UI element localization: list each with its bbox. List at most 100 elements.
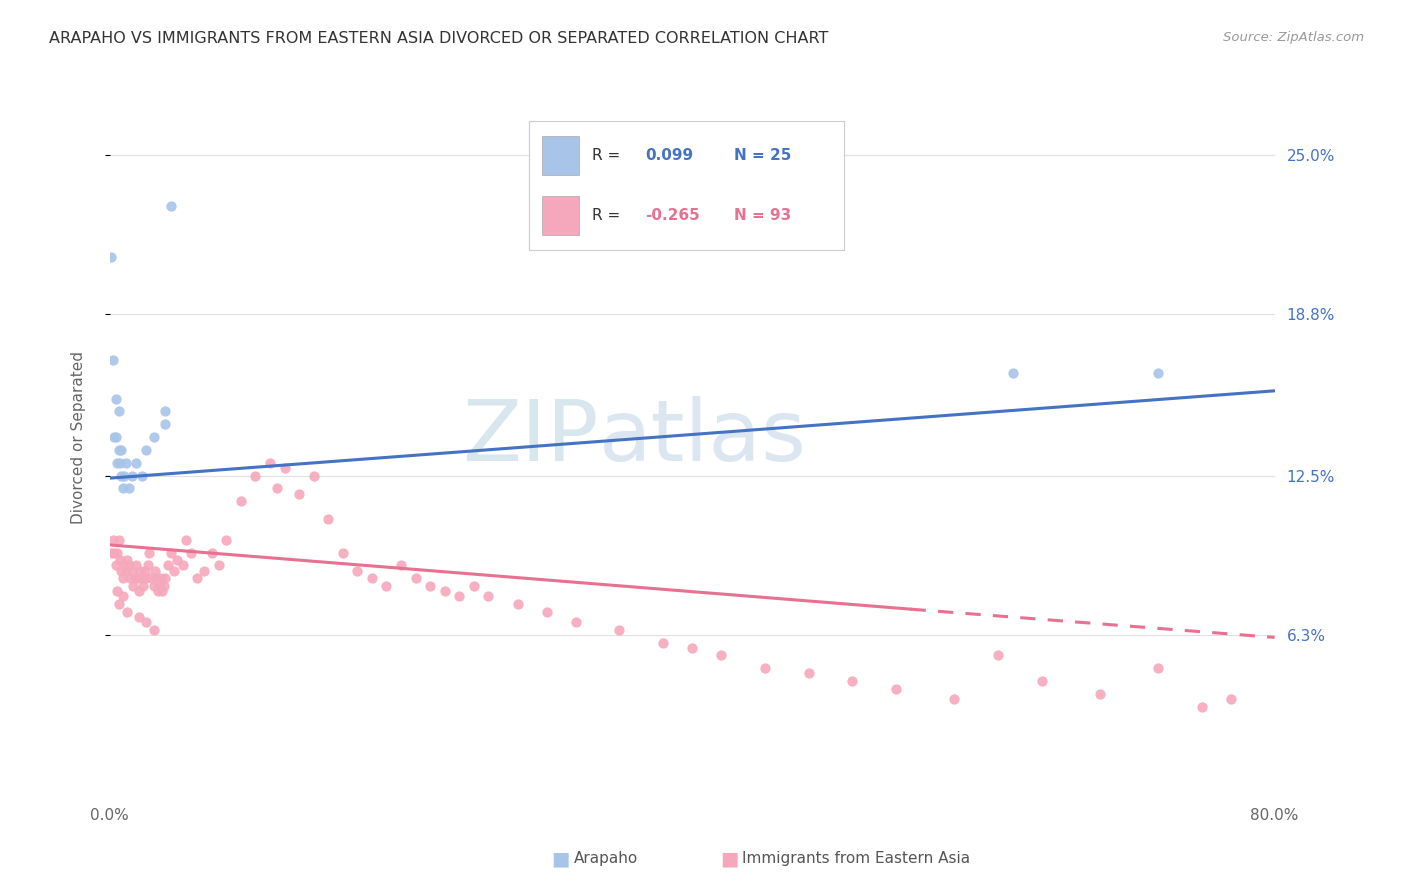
Point xyxy=(477,590,499,604)
Point xyxy=(118,482,141,496)
Point xyxy=(107,404,129,418)
Point xyxy=(174,533,197,547)
Point xyxy=(118,558,141,573)
Point xyxy=(107,597,129,611)
Point xyxy=(153,404,176,418)
Point xyxy=(131,468,153,483)
Point xyxy=(111,571,134,585)
Point xyxy=(101,533,124,547)
Text: Arapaho: Arapaho xyxy=(574,852,638,866)
Point xyxy=(115,564,138,578)
Point xyxy=(152,579,174,593)
Point xyxy=(110,442,132,457)
Y-axis label: Divorced or Separated: Divorced or Separated xyxy=(72,351,86,524)
Point xyxy=(136,558,159,573)
Point xyxy=(361,571,384,585)
Point xyxy=(163,564,186,578)
Text: Immigrants from Eastern Asia: Immigrants from Eastern Asia xyxy=(742,852,970,866)
Point xyxy=(112,558,135,573)
Point xyxy=(128,584,150,599)
Point xyxy=(117,553,139,567)
Point xyxy=(449,590,471,604)
Point xyxy=(564,615,586,629)
Point xyxy=(115,456,138,470)
Point xyxy=(149,571,172,585)
Point xyxy=(229,494,252,508)
Point xyxy=(135,571,157,585)
Point xyxy=(710,648,733,663)
Point xyxy=(266,482,288,496)
Point xyxy=(104,392,127,406)
Point xyxy=(124,571,146,585)
Point xyxy=(107,442,129,457)
Point xyxy=(754,661,776,675)
Point xyxy=(142,430,165,444)
Point xyxy=(1219,692,1241,706)
Point xyxy=(884,681,907,696)
Point xyxy=(506,597,529,611)
Point xyxy=(273,461,295,475)
Point xyxy=(139,571,162,585)
Point xyxy=(105,546,128,560)
Point xyxy=(987,648,1010,663)
Point xyxy=(122,579,145,593)
Point xyxy=(111,482,134,496)
Point xyxy=(259,456,281,470)
Point xyxy=(110,564,132,578)
Point xyxy=(1088,687,1111,701)
Point xyxy=(134,564,156,578)
Point xyxy=(150,584,173,599)
Point xyxy=(101,353,124,368)
Point xyxy=(153,417,176,432)
Point xyxy=(135,615,157,629)
Point xyxy=(146,584,169,599)
Point xyxy=(172,558,194,573)
Point xyxy=(125,558,148,573)
Point xyxy=(1147,366,1170,380)
Point xyxy=(375,579,398,593)
Point xyxy=(142,579,165,593)
Point xyxy=(346,564,368,578)
Point xyxy=(104,430,127,444)
Point xyxy=(132,579,155,593)
Point xyxy=(125,456,148,470)
Point xyxy=(112,468,135,483)
Point xyxy=(121,564,143,578)
Point xyxy=(288,486,311,500)
Point xyxy=(103,430,125,444)
Point xyxy=(120,571,142,585)
Point xyxy=(166,553,188,567)
Point xyxy=(117,605,139,619)
Point xyxy=(100,250,122,264)
Point xyxy=(110,468,132,483)
Point xyxy=(157,558,180,573)
Point xyxy=(681,640,703,655)
Point xyxy=(463,579,485,593)
Point xyxy=(127,571,149,585)
Text: ARAPAHO VS IMMIGRANTS FROM EASTERN ASIA DIVORCED OR SEPARATED CORRELATION CHART: ARAPAHO VS IMMIGRANTS FROM EASTERN ASIA … xyxy=(49,31,828,46)
Point xyxy=(142,623,165,637)
Point xyxy=(1031,674,1053,689)
Point xyxy=(186,571,208,585)
Point xyxy=(405,571,427,585)
Point xyxy=(103,546,125,560)
Point xyxy=(180,546,202,560)
Text: ZIP: ZIP xyxy=(463,395,599,478)
Point xyxy=(107,533,129,547)
Point xyxy=(160,199,183,213)
Point xyxy=(105,584,128,599)
Point xyxy=(536,605,558,619)
Point xyxy=(797,666,820,681)
Point xyxy=(1001,366,1024,380)
Text: ■: ■ xyxy=(720,849,738,869)
Point xyxy=(100,546,122,560)
Point xyxy=(145,571,167,585)
Point xyxy=(160,546,183,560)
Point xyxy=(129,564,152,578)
Point xyxy=(652,635,675,649)
Point xyxy=(128,610,150,624)
Point xyxy=(943,692,966,706)
Point xyxy=(609,623,631,637)
Text: ■: ■ xyxy=(551,849,569,869)
Point xyxy=(841,674,863,689)
